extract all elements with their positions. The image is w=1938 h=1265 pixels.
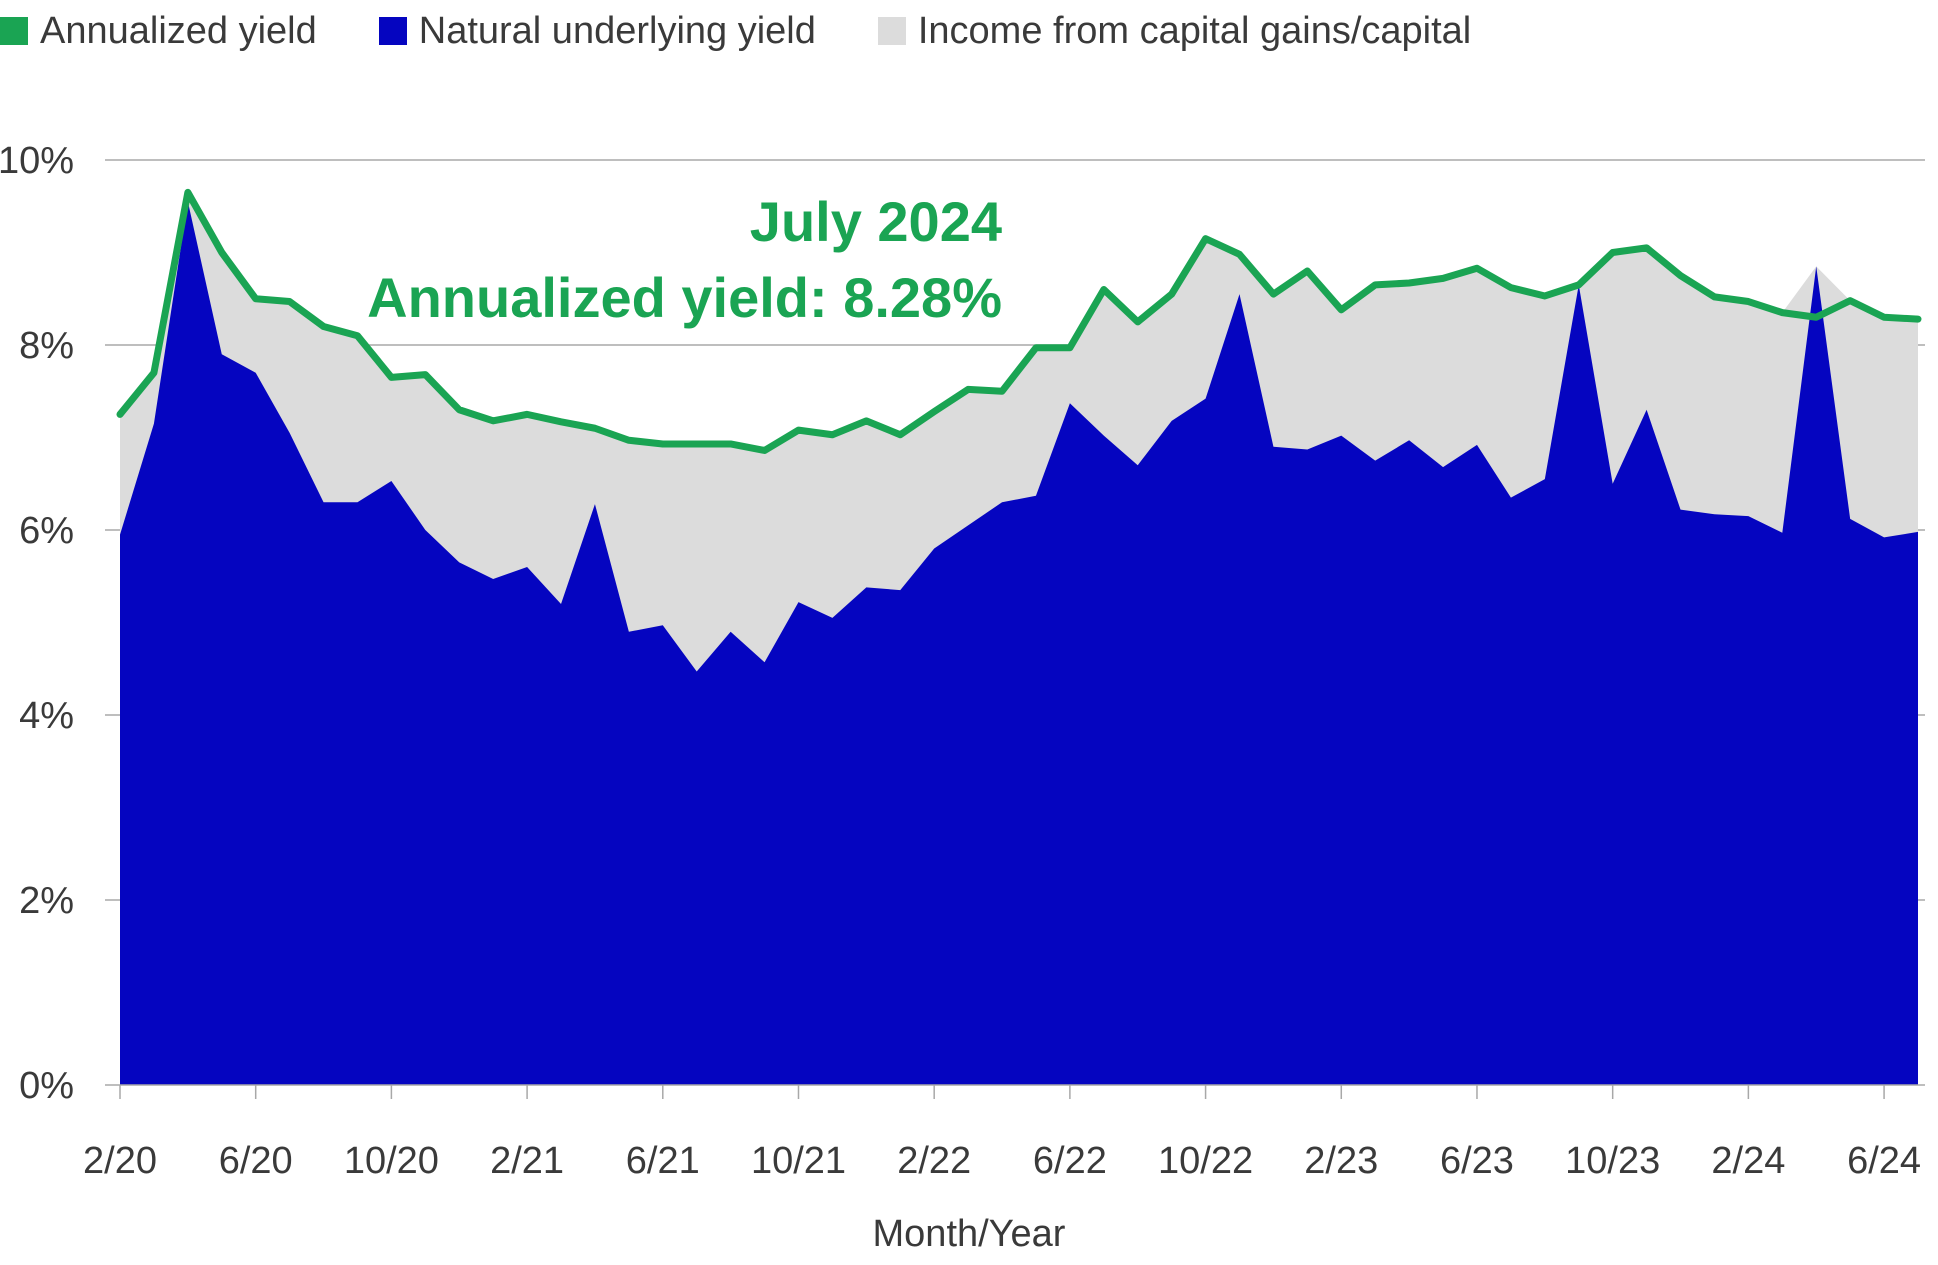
legend-item-annualized: Annualized yield xyxy=(0,10,317,53)
annotation-line-2: Annualized yield: 8.28% xyxy=(367,266,1002,329)
annualized-line-layer xyxy=(116,188,1922,454)
legend: Annualized yield Natural underlying yiel… xyxy=(0,6,1533,56)
x-tick-label-11: 10/23 xyxy=(1565,1140,1660,1182)
x-tick-label-12: 2/24 xyxy=(1711,1140,1785,1182)
x-axis xyxy=(105,1084,1925,1099)
y-tick-label-5: 10% xyxy=(0,140,74,182)
natural-yield-area xyxy=(120,201,1918,1085)
legend-label-annualized: Annualized yield xyxy=(40,9,317,52)
y-tick-label-1: 2% xyxy=(19,880,74,922)
x-tick-labels: 2/20 6/20 10/20 2/21 6/21 10/21 2/22 6/22 10/22 2… xyxy=(83,1140,1921,1182)
y-tick-label-3: 6% xyxy=(19,510,74,552)
x-tick-label-6: 2/22 xyxy=(897,1140,971,1182)
area-layers xyxy=(120,192,1918,1085)
x-tick-label-4: 6/21 xyxy=(626,1140,700,1182)
legend-swatch-capital xyxy=(877,17,906,45)
legend-item-capital: Income from capital gains/capital xyxy=(877,9,1472,53)
annotation-line-1: July 2024 xyxy=(749,190,1002,253)
y-tick-labels: 0% 2% 4% 6% 8% 10% xyxy=(0,140,74,1107)
x-tick-label-0: 2/20 xyxy=(83,1140,157,1182)
x-tick-label-1: 6/20 xyxy=(219,1140,293,1182)
x-tick-label-13: 6/24 xyxy=(1847,1140,1921,1182)
x-tick-label-8: 10/22 xyxy=(1158,1140,1253,1182)
y-tick-label-0: 0% xyxy=(19,1065,74,1107)
legend-label-capital: Income from capital gains/capital xyxy=(917,9,1472,52)
legend-swatch-annualized xyxy=(0,17,28,45)
x-tick-label-10: 6/23 xyxy=(1440,1140,1514,1182)
x-tick-label-2: 10/20 xyxy=(344,1140,439,1182)
annotation: July 2024 Annualized yield: 8.28% xyxy=(367,184,1002,336)
x-tick-label-3: 2/21 xyxy=(490,1140,564,1182)
legend-label-natural: Natural underlying yield xyxy=(418,9,816,52)
legend-item-natural: Natural underlying yield xyxy=(378,9,816,53)
x-tick-label-9: 2/23 xyxy=(1304,1140,1378,1182)
y-tick-label-2: 4% xyxy=(19,695,74,737)
legend-swatch-natural xyxy=(378,17,407,45)
x-tick-label-7: 6/22 xyxy=(1033,1140,1107,1182)
y-tick-label-4: 8% xyxy=(19,325,74,367)
x-axis-title: Month/Year xyxy=(872,1213,1066,1255)
annualized-yield-line xyxy=(116,188,1922,454)
x-tick-label-5: 10/21 xyxy=(751,1140,846,1182)
